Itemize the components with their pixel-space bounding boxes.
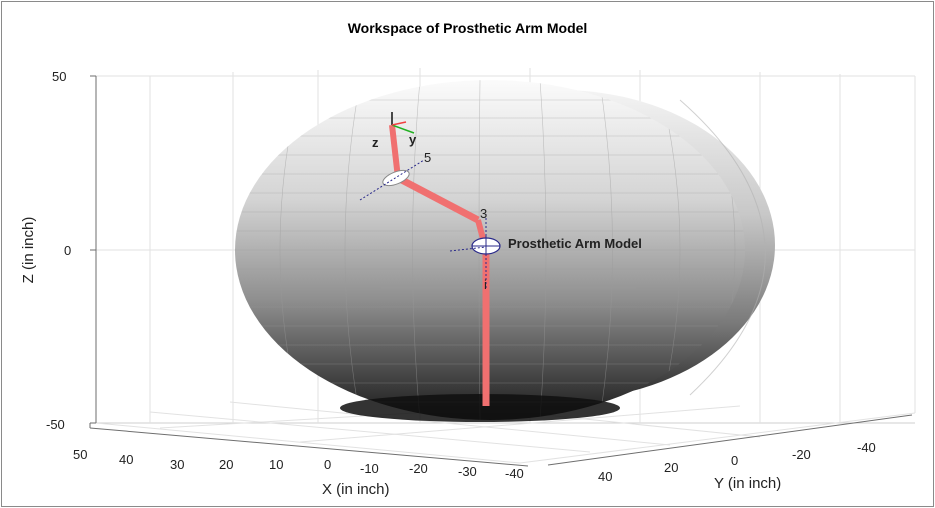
z-tick-0: 0 [64, 243, 71, 258]
y-tick-0: 0 [731, 453, 738, 468]
robot-name-label: Prosthetic Arm Model [508, 236, 642, 251]
axis-lines [89, 75, 913, 467]
x-tick-minus-20: -20 [409, 461, 428, 476]
z-tick-minus-50: -50 [46, 417, 65, 432]
arm-link-forearm [389, 124, 401, 179]
x-tick-30: 30 [170, 457, 184, 472]
robot-arm [359, 112, 501, 406]
workspace-surface [235, 80, 775, 422]
x-tick-0: 0 [324, 457, 331, 472]
x-tick-minus-40: -40 [505, 466, 524, 481]
y-tick-20: 20 [664, 460, 678, 475]
x-tick-10: 10 [269, 457, 283, 472]
y-tick-minus-40: -40 [857, 440, 876, 455]
end-frame-y-axis [391, 124, 415, 134]
y-axis-ticks: 40 20 0 -20 -40 [598, 440, 876, 484]
arm-link-upper [396, 174, 480, 224]
joint-label-i: i [484, 277, 487, 292]
x-axis-label: X (in inch) [322, 481, 390, 498]
surface-shadow [340, 394, 620, 422]
x-tick-50: 50 [73, 447, 87, 462]
chart-title: Workspace of Prosthetic Arm Model [347, 20, 588, 36]
joint-elbow [382, 169, 410, 187]
z-axis-label: Z (in inch) [20, 217, 37, 284]
x-tick-minus-30: -30 [458, 464, 477, 479]
joint-label-5: 5 [424, 150, 431, 165]
x-axis-ticks: 50 40 30 20 10 0 -10 -20 -30 -40 [73, 447, 524, 481]
joint-label-3: 3 [480, 206, 487, 221]
y-tick-minus-20: -20 [792, 447, 811, 462]
end-frame-label-y: y [409, 132, 417, 147]
z-tick-50: 50 [52, 69, 66, 84]
end-frame-label-z: z [372, 135, 379, 150]
x-tick-20: 20 [219, 457, 233, 472]
end-frame-x-axis [391, 121, 407, 126]
x-tick-minus-10: -10 [360, 461, 379, 476]
y-tick-40: 40 [598, 469, 612, 484]
y-axis-label: Y (in inch) [714, 475, 781, 492]
x-tick-40: 40 [119, 452, 133, 467]
